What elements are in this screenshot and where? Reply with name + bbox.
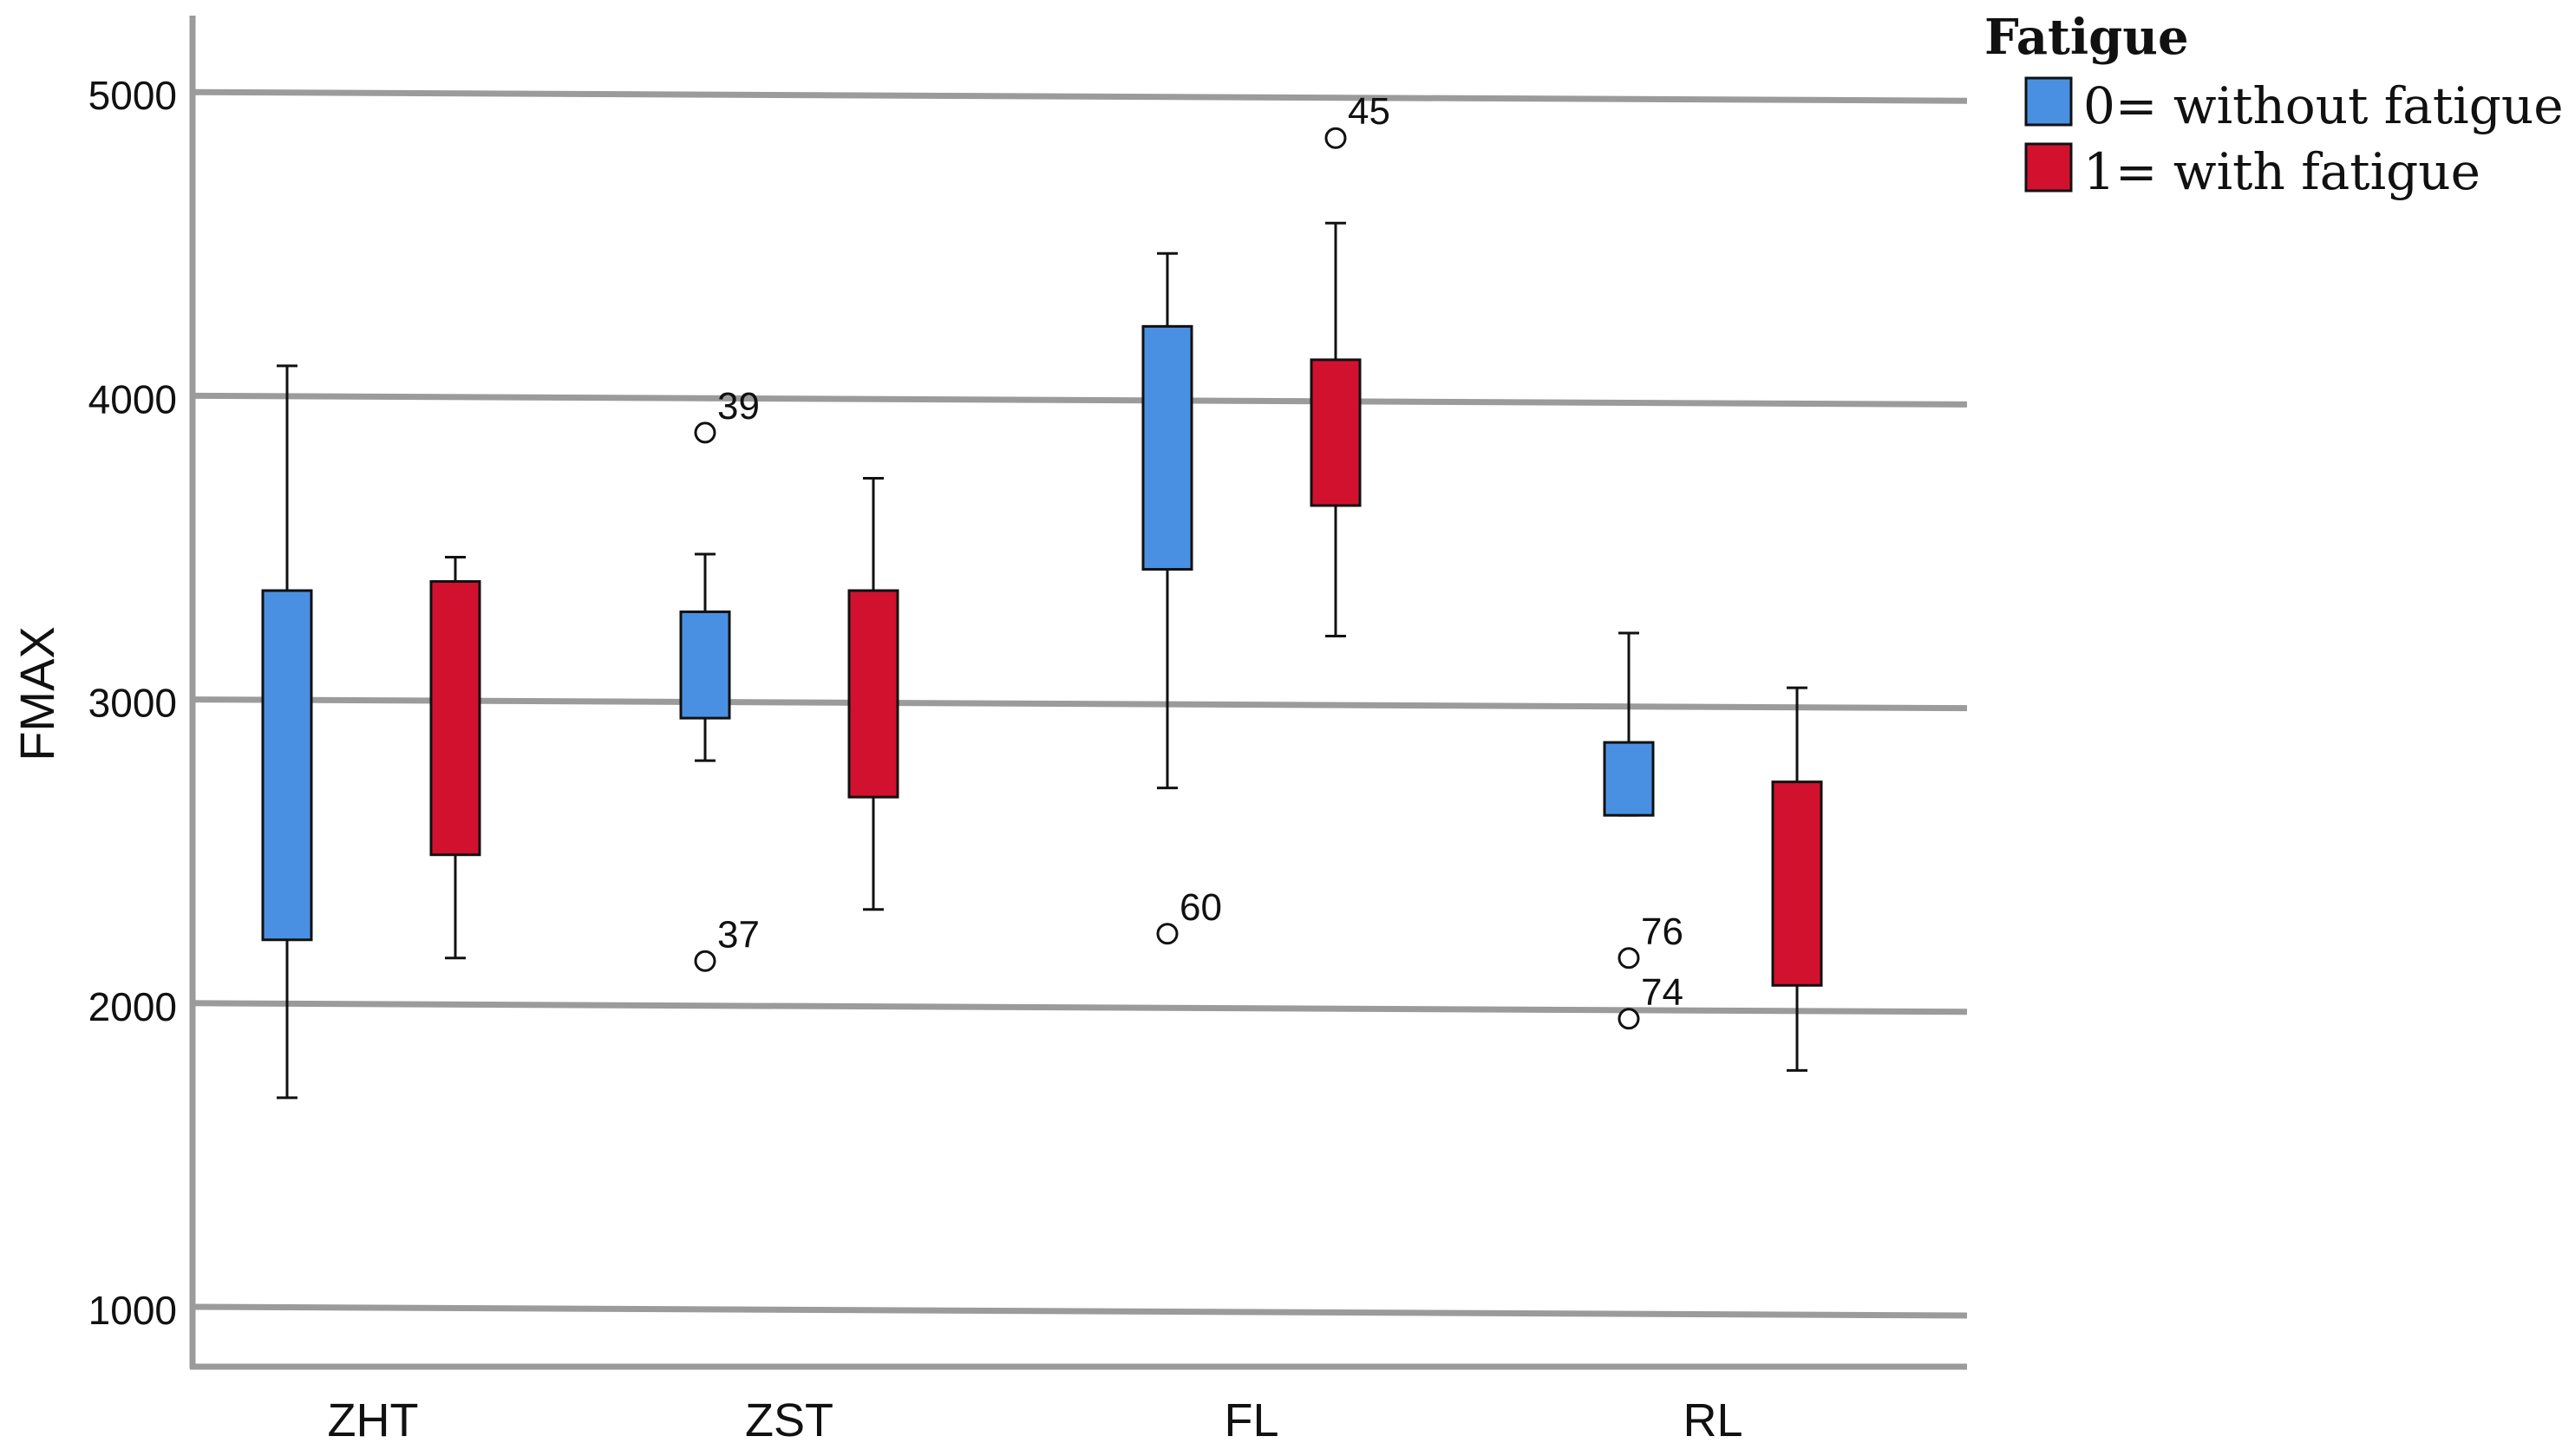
outlier-label: 45: [1348, 90, 1390, 133]
box-iqr: [429, 580, 481, 857]
outlier-point: [1618, 1008, 1640, 1030]
series-with-fatigue: 45: [429, 90, 1823, 1072]
box-fl-1: 45: [1310, 90, 1390, 638]
y-tick-label: 2000: [88, 984, 177, 1029]
outlier-label: 39: [717, 385, 760, 428]
outlier-point: [694, 421, 716, 444]
y-axis-label: FMAX: [10, 626, 64, 761]
outlier-label: 37: [717, 913, 760, 956]
gridline-5000: [192, 88, 1968, 104]
legend-label: 0= without fatigue: [2083, 76, 2564, 135]
outlier-point: [1156, 923, 1179, 945]
box-iqr: [1310, 358, 1362, 507]
outlier-label: 60: [1180, 886, 1222, 929]
x-category-labels: ZHT ZST FL RL: [328, 1394, 1743, 1446]
box-zst-0: 39 37: [679, 385, 760, 972]
gridline-3000: [192, 696, 1968, 712]
gridline-1000: [192, 1303, 1968, 1319]
x-tick-label: FL: [1224, 1394, 1278, 1446]
outlier-label: 74: [1641, 971, 1683, 1014]
axes: [189, 16, 1967, 1370]
legend-swatch: [2024, 142, 2073, 193]
box-iqr: [847, 589, 899, 799]
outlier-label: 76: [1641, 911, 1683, 953]
gridline-2000: [192, 1000, 1968, 1015]
legend-entry: 0= without fatigue: [2024, 76, 2564, 135]
box-fl-0: 60: [1141, 251, 1222, 945]
box-zht-0: [261, 364, 313, 1100]
y-tick-label: 4000: [88, 376, 177, 421]
legend-label: 1= with fatigue: [2083, 142, 2480, 201]
outlier-point: [1324, 127, 1347, 149]
box-iqr: [1603, 741, 1655, 817]
box-iqr: [1141, 324, 1193, 571]
x-tick-label: ZHT: [328, 1394, 419, 1446]
outlier-point: [1618, 947, 1640, 970]
x-tick-label: RL: [1683, 1394, 1742, 1446]
legend-title: Fatigue: [1984, 9, 2189, 66]
gridlines: [192, 88, 1968, 1319]
y-tick-label: 1000: [88, 1288, 177, 1333]
box-rl-1: [1771, 686, 1823, 1072]
x-tick-label: ZST: [745, 1394, 833, 1446]
y-tick-label: 3000: [88, 681, 177, 726]
box-iqr: [261, 589, 313, 942]
box-iqr: [1771, 780, 1823, 987]
y-tick-labels: 1000 2000 3000 4000 5000: [88, 73, 177, 1333]
legend-entry: 1= with fatigue: [2024, 142, 2480, 201]
box-zst-1: [847, 476, 899, 911]
outlier-point: [694, 950, 716, 972]
legend: Fatigue 0= without fatigue 1= with fatigu…: [1984, 9, 2564, 201]
y-tick-label: 5000: [88, 73, 177, 118]
box-iqr: [679, 610, 731, 720]
gridline-4000: [192, 392, 1968, 408]
legend-swatch: [2024, 76, 2073, 127]
box-zht-1: [429, 556, 481, 960]
